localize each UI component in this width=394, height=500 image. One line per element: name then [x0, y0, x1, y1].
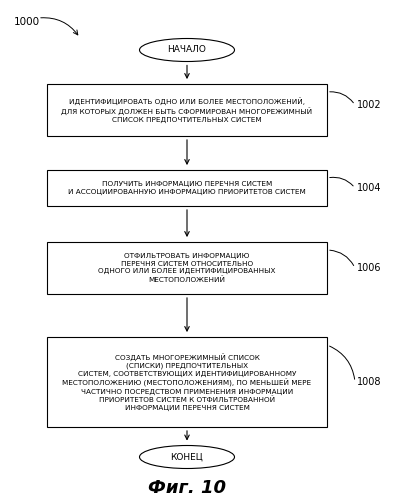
- Text: СОЗДАТЬ МНОГОРЕЖИМНЫЙ СПИСОК
(СПИСКИ) ПРЕДПОЧТИТЕЛЬНЫХ
СИСТЕМ, СООТВЕТСТВУЮЩИХ И: СОЗДАТЬ МНОГОРЕЖИМНЫЙ СПИСОК (СПИСКИ) ПР…: [62, 354, 312, 410]
- FancyArrowPatch shape: [330, 250, 354, 266]
- Text: ПОЛУЧИТЬ ИНФОРМАЦИЮ ПЕРЕЧНЯ СИСТЕМ
И АССОЦИИРОВАННУЮ ИНФОРМАЦИЮ ПРИОРИТЕТОВ СИСТ: ПОЛУЧИТЬ ИНФОРМАЦИЮ ПЕРЕЧНЯ СИСТЕМ И АСС…: [68, 181, 306, 195]
- Ellipse shape: [139, 446, 234, 468]
- FancyBboxPatch shape: [47, 170, 327, 206]
- Text: НАЧАЛО: НАЧАЛО: [167, 46, 206, 54]
- Text: 1006: 1006: [357, 263, 381, 273]
- FancyArrowPatch shape: [329, 346, 355, 379]
- Text: 1000: 1000: [14, 17, 40, 27]
- FancyArrowPatch shape: [330, 92, 353, 103]
- Text: 1002: 1002: [357, 100, 382, 110]
- FancyArrowPatch shape: [330, 178, 353, 186]
- Text: 1004: 1004: [357, 183, 381, 193]
- Text: 1008: 1008: [357, 377, 381, 387]
- FancyBboxPatch shape: [47, 242, 327, 294]
- Ellipse shape: [139, 38, 234, 62]
- Text: КОНЕЦ: КОНЕЦ: [171, 452, 203, 462]
- FancyArrowPatch shape: [41, 18, 78, 35]
- FancyBboxPatch shape: [47, 84, 327, 136]
- FancyBboxPatch shape: [47, 337, 327, 427]
- Text: ИДЕНТИФИЦИРОВАТЬ ОДНО ИЛИ БОЛЕЕ МЕСТОПОЛОЖЕНИЙ,
ДЛЯ КОТОРЫХ ДОЛЖЕН БЫТЬ СФОРМИРО: ИДЕНТИФИЦИРОВАТЬ ОДНО ИЛИ БОЛЕЕ МЕСТОПОЛ…: [61, 98, 312, 122]
- Text: ОТФИЛЬТРОВАТЬ ИНФОРМАЦИЮ
ПЕРЕЧНЯ СИСТЕМ ОТНОСИТЕЛЬНО
ОДНОГО ИЛИ БОЛЕЕ ИДЕНТИФИЦИ: ОТФИЛЬТРОВАТЬ ИНФОРМАЦИЮ ПЕРЕЧНЯ СИСТЕМ …: [98, 253, 276, 283]
- Text: Фиг. 10: Фиг. 10: [148, 479, 226, 497]
